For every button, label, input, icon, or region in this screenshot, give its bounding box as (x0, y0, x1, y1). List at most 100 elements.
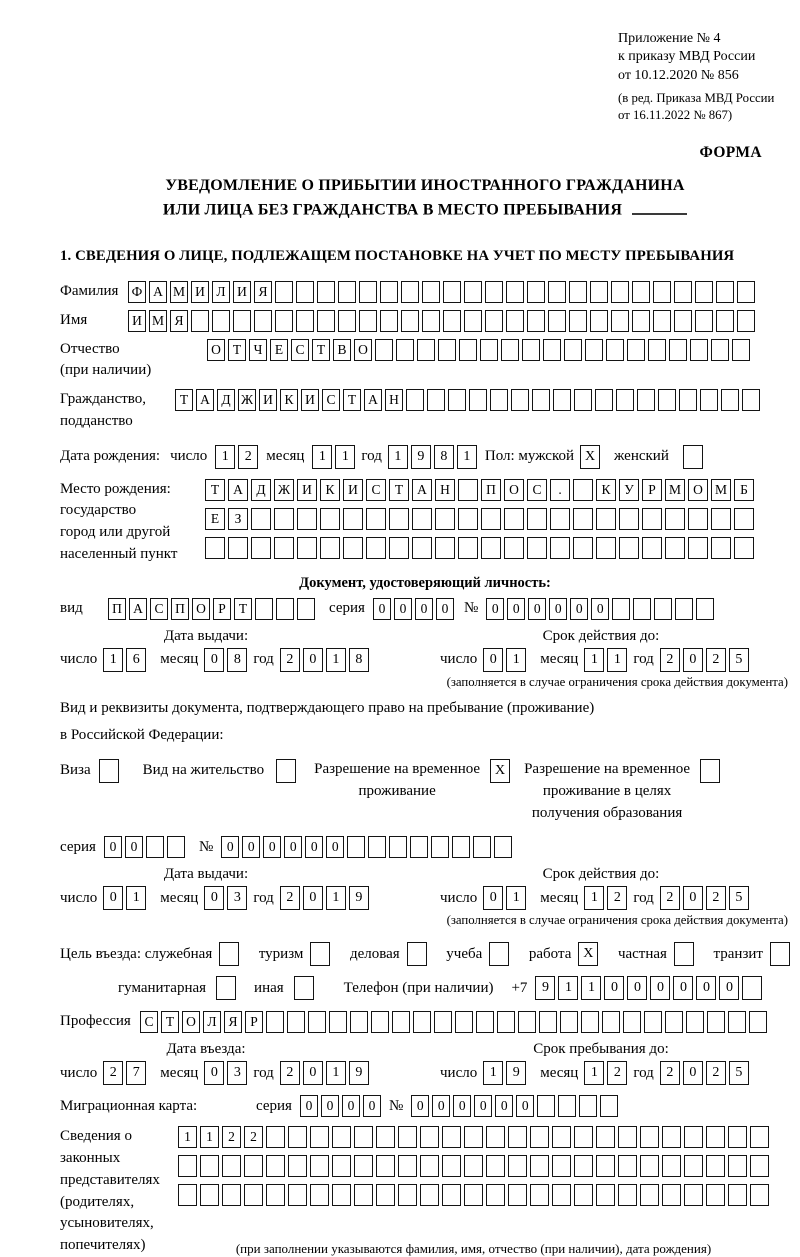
char-box[interactable] (530, 1126, 549, 1149)
char-box[interactable]: 1 (581, 976, 602, 1001)
char-box[interactable] (662, 1184, 681, 1207)
char-box[interactable]: С (322, 389, 340, 412)
char-box[interactable]: 0 (302, 1061, 323, 1086)
char-box[interactable]: 2 (279, 647, 300, 672)
char-box[interactable]: Л (212, 280, 230, 303)
char-box[interactable]: Я (254, 280, 272, 303)
char-box[interactable] (297, 597, 315, 620)
char-box[interactable] (648, 338, 666, 361)
char-box[interactable] (653, 309, 671, 332)
char-box[interactable] (413, 1011, 431, 1034)
char-box[interactable]: 1 (325, 1061, 346, 1086)
study-checkbox[interactable] (489, 942, 510, 967)
char-box[interactable]: М (665, 478, 685, 501)
official-checkbox[interactable] (219, 942, 240, 967)
char-box[interactable]: 9 (535, 976, 556, 1001)
char-box[interactable]: 1 (558, 976, 579, 1001)
char-box[interactable]: 2 (659, 647, 680, 672)
char-box[interactable] (412, 507, 432, 530)
char-box[interactable] (464, 1126, 483, 1149)
char-box[interactable] (574, 1126, 593, 1149)
char-box[interactable]: 0 (507, 597, 526, 620)
char-box[interactable] (569, 280, 587, 303)
char-box[interactable] (308, 1011, 326, 1034)
char-box[interactable]: И (191, 280, 209, 303)
char-box[interactable] (611, 309, 629, 332)
char-box[interactable] (560, 1011, 578, 1034)
char-box[interactable] (380, 280, 398, 303)
char-box[interactable]: 0 (320, 1095, 339, 1118)
char-box[interactable]: 2 (222, 1126, 241, 1149)
char-box[interactable] (178, 1155, 197, 1178)
char-box[interactable]: К (320, 478, 340, 501)
char-box[interactable] (527, 507, 547, 530)
char-box[interactable] (297, 536, 317, 559)
char-box[interactable] (251, 536, 271, 559)
char-box[interactable] (332, 1126, 351, 1149)
char-box[interactable] (642, 536, 662, 559)
char-box[interactable] (480, 338, 498, 361)
char-box[interactable]: 2 (659, 886, 680, 911)
char-box[interactable] (486, 1184, 505, 1207)
char-box[interactable]: 6 (126, 647, 147, 672)
char-box[interactable]: Д (251, 478, 271, 501)
char-box[interactable]: 0 (204, 647, 225, 672)
char-box[interactable] (389, 536, 409, 559)
char-box[interactable] (266, 1126, 285, 1149)
char-box[interactable] (228, 536, 248, 559)
char-box[interactable]: 0 (570, 597, 589, 620)
char-box[interactable] (706, 1155, 725, 1178)
char-box[interactable]: С (291, 338, 309, 361)
tourism-checkbox[interactable] (310, 942, 331, 967)
char-box[interactable] (458, 507, 478, 530)
char-box[interactable] (627, 338, 645, 361)
char-box[interactable]: 1 (312, 444, 333, 469)
char-box[interactable]: П (171, 597, 189, 620)
char-box[interactable] (564, 338, 582, 361)
char-box[interactable] (558, 1095, 577, 1118)
char-box[interactable]: 2 (607, 1061, 628, 1086)
char-box[interactable]: Т (205, 478, 225, 501)
char-box[interactable] (737, 309, 755, 332)
char-box[interactable] (595, 389, 613, 412)
char-box[interactable] (504, 507, 524, 530)
char-box[interactable]: 0 (696, 976, 717, 1001)
char-box[interactable] (750, 1155, 769, 1178)
char-box[interactable] (350, 1011, 368, 1034)
char-box[interactable] (665, 507, 685, 530)
char-box[interactable]: Р (245, 1011, 263, 1034)
char-box[interactable] (585, 338, 603, 361)
char-box[interactable]: З (228, 507, 248, 530)
char-box[interactable] (166, 836, 185, 859)
char-box[interactable]: 7 (126, 1061, 147, 1086)
char-box[interactable] (406, 389, 424, 412)
char-box[interactable] (654, 597, 673, 620)
char-box[interactable] (485, 309, 503, 332)
char-box[interactable] (590, 280, 608, 303)
char-box[interactable] (288, 1126, 307, 1149)
char-box[interactable]: 2 (103, 1061, 124, 1086)
char-box[interactable] (332, 1155, 351, 1178)
char-box[interactable]: И (343, 478, 363, 501)
char-box[interactable] (422, 309, 440, 332)
char-box[interactable] (366, 536, 386, 559)
char-box[interactable] (420, 1126, 439, 1149)
char-box[interactable]: 0 (411, 1095, 430, 1118)
char-box[interactable] (145, 836, 164, 859)
char-box[interactable]: С (366, 478, 386, 501)
char-box[interactable] (711, 536, 731, 559)
char-box[interactable]: Н (435, 478, 455, 501)
char-box[interactable] (320, 536, 340, 559)
char-box[interactable]: Р (642, 478, 662, 501)
char-box[interactable] (200, 1155, 219, 1178)
char-box[interactable]: 0 (528, 597, 547, 620)
char-box[interactable] (338, 309, 356, 332)
char-box[interactable]: Л (203, 1011, 221, 1034)
char-box[interactable]: 0 (682, 1061, 703, 1086)
char-box[interactable]: А (129, 597, 147, 620)
char-box[interactable] (452, 836, 471, 859)
char-box[interactable] (442, 1126, 461, 1149)
char-box[interactable] (338, 280, 356, 303)
char-box[interactable] (366, 507, 386, 530)
char-box[interactable]: О (182, 1011, 200, 1034)
